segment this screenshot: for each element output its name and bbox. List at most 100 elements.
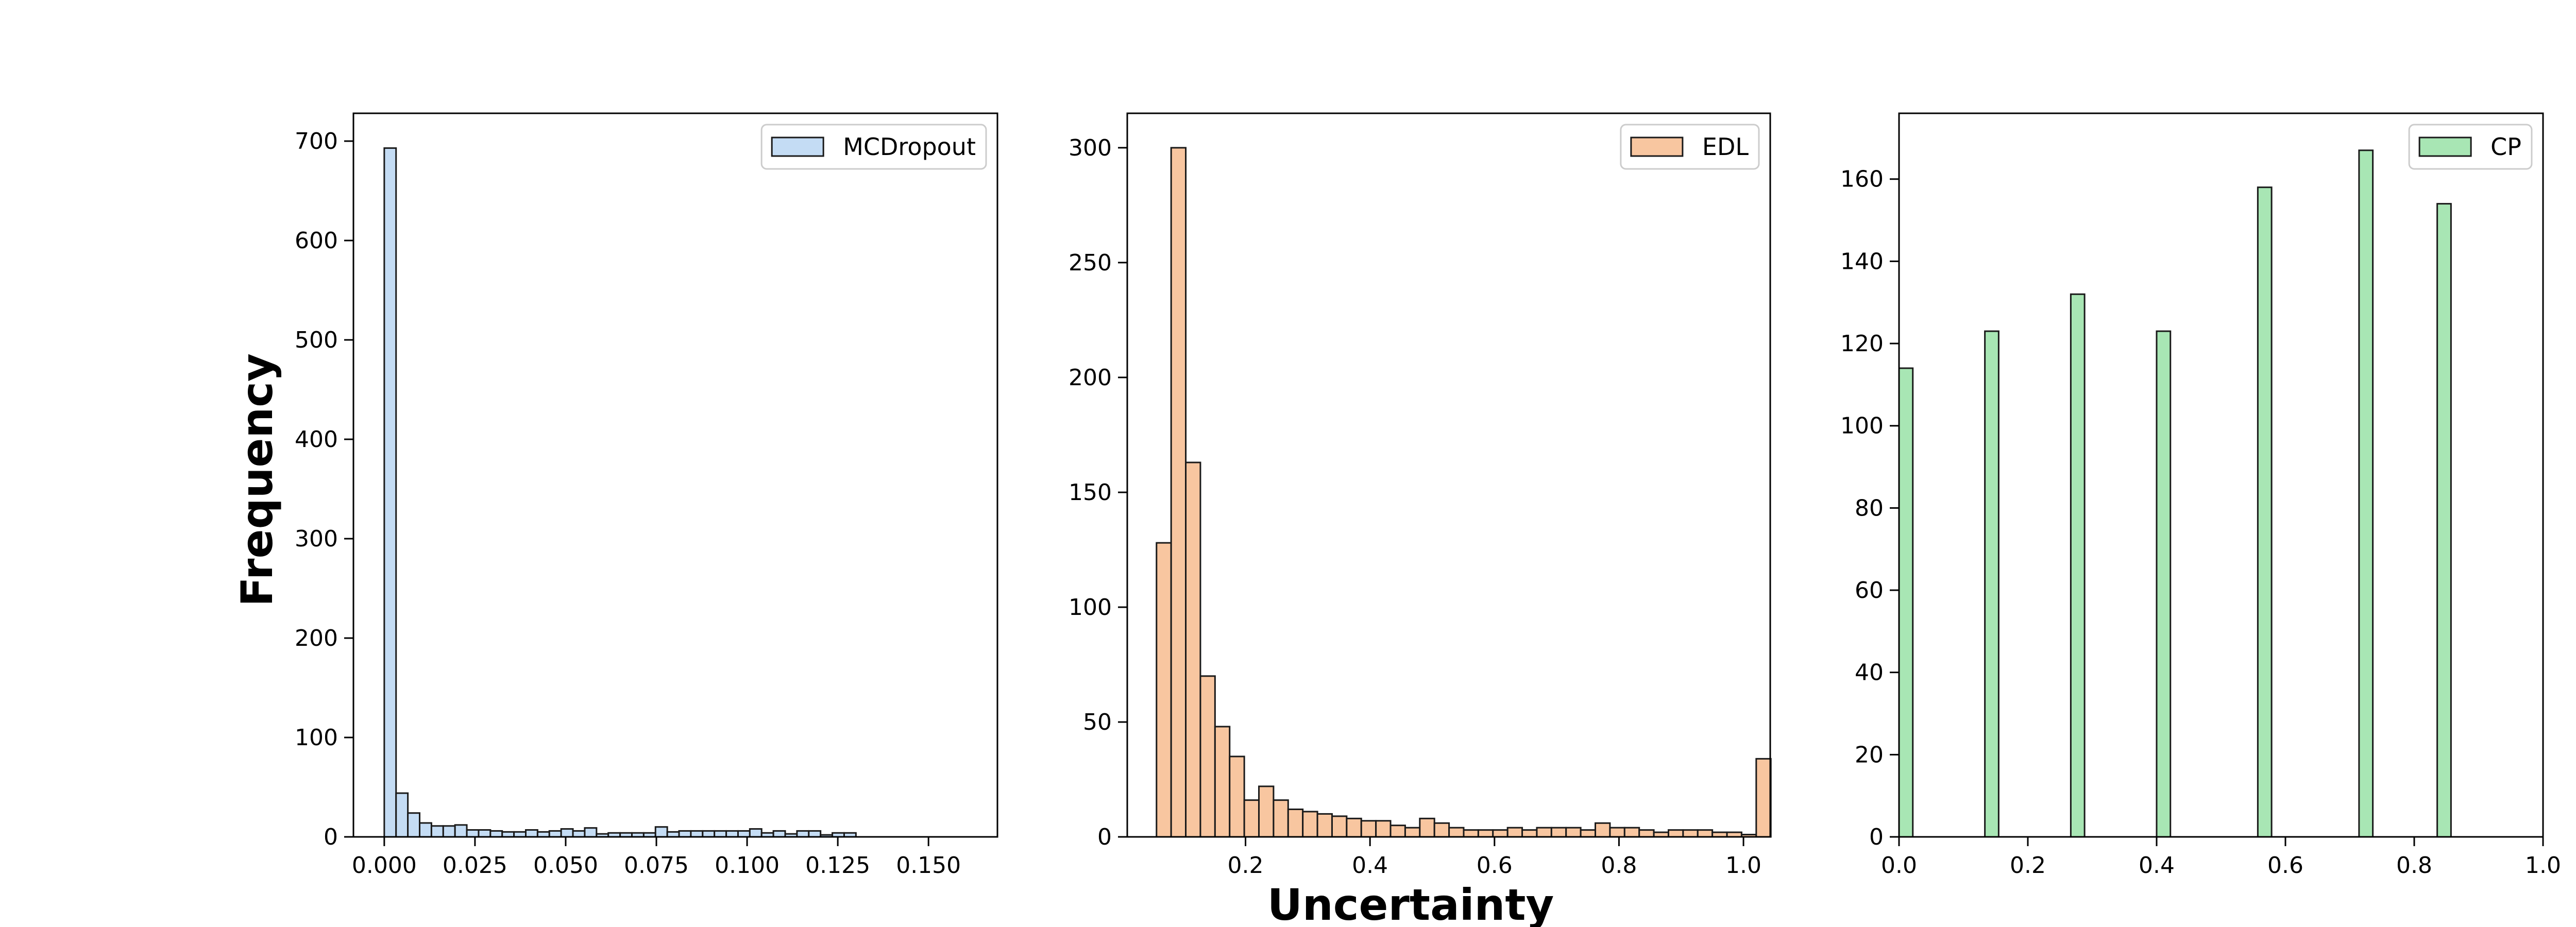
edl-bar — [1492, 829, 1509, 838]
edl-bar — [1199, 675, 1216, 838]
cp-x-tick-label: 0.8 — [2396, 852, 2432, 879]
edl-bar — [1755, 758, 1772, 838]
edl-bar — [1404, 827, 1421, 838]
mcdropout-bar — [548, 830, 562, 838]
cp-legend-swatch — [2418, 136, 2472, 157]
edl-y-tick-label: 50 — [1083, 709, 1112, 735]
edl-bar — [1331, 815, 1348, 838]
mcdropout-x-tick-label: 0.050 — [533, 852, 598, 879]
cp-bar — [2257, 186, 2273, 838]
mcdropout-bar — [796, 830, 810, 838]
edl-bar — [1375, 820, 1392, 838]
edl-y-tick-label: 150 — [1069, 479, 1112, 506]
edl-x-tick-label: 0.2 — [1228, 852, 1264, 879]
cp-bar — [2070, 293, 2086, 838]
mcdropout-bar — [737, 830, 751, 838]
cp-y-tick-label: 160 — [1840, 166, 1884, 193]
cp-y-tick-label: 100 — [1840, 413, 1884, 439]
edl-bar — [1477, 829, 1494, 838]
edl-axes-frame — [1126, 112, 1771, 838]
panel-edl: 0.2 0.4 0.6 0.8 1.0 0 50 100 150 200 250 300 EDL — [1069, 112, 1772, 879]
edl-bar — [1565, 827, 1582, 838]
mcdropout-bar — [808, 830, 822, 838]
mcdropout-y-tick-label: 0 — [324, 824, 338, 850]
mcdropout-bar — [525, 829, 538, 838]
edl-bar — [1258, 785, 1275, 838]
edl-bar — [1521, 829, 1538, 838]
edl-legend-label: EDL — [1702, 133, 1749, 161]
edl-bar — [1580, 829, 1597, 838]
cp-y-tick-label: 120 — [1840, 331, 1884, 357]
cp-y-tick-label: 0 — [1869, 824, 1884, 850]
edl-bar — [1302, 811, 1318, 838]
mcdropout-y-tick-label: 500 — [295, 327, 338, 353]
edl-bar — [1389, 825, 1406, 838]
mcdropout-bar — [395, 792, 409, 838]
edl-bar — [1623, 827, 1640, 838]
mcdropout-legend-label: MCDropout — [843, 133, 976, 161]
mcdropout-bar — [678, 830, 692, 838]
edl-x-tick-label: 0.4 — [1352, 852, 1388, 879]
mcdropout-y-tick-label: 700 — [295, 128, 338, 154]
mcdropout-bar — [383, 147, 397, 838]
mcdropout-bar — [454, 824, 468, 838]
mcdropout-bar — [584, 827, 598, 838]
mcdropout-y-tick-label: 100 — [295, 725, 338, 751]
edl-bar — [1273, 799, 1289, 838]
cp-bar — [2156, 330, 2172, 838]
edl-y-tick-label: 100 — [1069, 594, 1112, 621]
cp-axes-frame — [1898, 112, 2544, 838]
edl-bar — [1316, 813, 1333, 838]
edl-bar — [1550, 827, 1567, 838]
edl-bar — [1536, 827, 1552, 838]
edl-legend: EDL — [1620, 124, 1760, 170]
edl-bar — [1667, 829, 1684, 838]
mcdropout-x-tick-label: 0.100 — [715, 852, 779, 879]
mcdropout-bar — [489, 830, 503, 838]
edl-bar — [1170, 147, 1187, 838]
cp-x-tick-label: 0.4 — [2139, 852, 2175, 879]
edl-y-tick-label: 250 — [1069, 250, 1112, 276]
edl-x-tick-label: 0.6 — [1477, 852, 1513, 879]
edl-bar — [1360, 820, 1377, 838]
cp-bar — [1898, 367, 1914, 838]
mcdropout-x-tick-label: 0.125 — [805, 852, 870, 879]
mcdropout-x-tick-label: 0.150 — [896, 852, 961, 879]
edl-legend-swatch — [1630, 136, 1684, 157]
edl-legend-frame — [1620, 124, 1760, 170]
mcdropout-y-tick-label: 300 — [295, 526, 338, 552]
x-axis-title: Uncertainty — [1267, 880, 1554, 927]
mcdropout-bar — [478, 829, 492, 838]
mcdropout-x-tick-label: 0.000 — [352, 852, 417, 879]
edl-bar — [1287, 808, 1304, 838]
cp-x-tick-label: 1.0 — [2525, 852, 2561, 879]
cp-bar — [2358, 149, 2374, 838]
mcdropout-x-tick-label: 0.025 — [443, 852, 507, 879]
mcdropout-bar — [772, 830, 786, 838]
cp-x-tick-label: 0.0 — [1881, 852, 1917, 879]
edl-bar — [1156, 542, 1172, 838]
mcdropout-bar — [572, 830, 586, 838]
mcdropout-bar — [702, 830, 716, 838]
cp-y-tick-label: 80 — [1855, 495, 1884, 521]
edl-y-tick-label: 200 — [1069, 365, 1112, 391]
edl-bar — [1214, 726, 1231, 838]
mcdropout-legend: MCDropout — [760, 124, 987, 170]
mcdropout-x-tick-label: 0.075 — [624, 852, 689, 879]
edl-bar — [1682, 829, 1699, 838]
edl-bar — [1638, 829, 1655, 838]
mcdropout-bar — [690, 830, 704, 838]
cp-bar — [2436, 203, 2452, 838]
edl-bar — [1433, 822, 1450, 838]
edl-bar — [1463, 829, 1479, 838]
cp-x-tick-label: 0.6 — [2267, 852, 2303, 879]
mcdropout-bar — [442, 825, 456, 838]
mcdropout-y-tick-label: 400 — [295, 426, 338, 453]
mcdropout-legend-swatch — [771, 136, 824, 157]
cp-x-tick-label: 0.2 — [2010, 852, 2046, 879]
mcdropout-legend-frame — [760, 124, 987, 170]
mcdropout-y-tick-label: 200 — [295, 625, 338, 651]
mcdropout-bar — [407, 812, 421, 838]
edl-bar — [1697, 829, 1714, 838]
